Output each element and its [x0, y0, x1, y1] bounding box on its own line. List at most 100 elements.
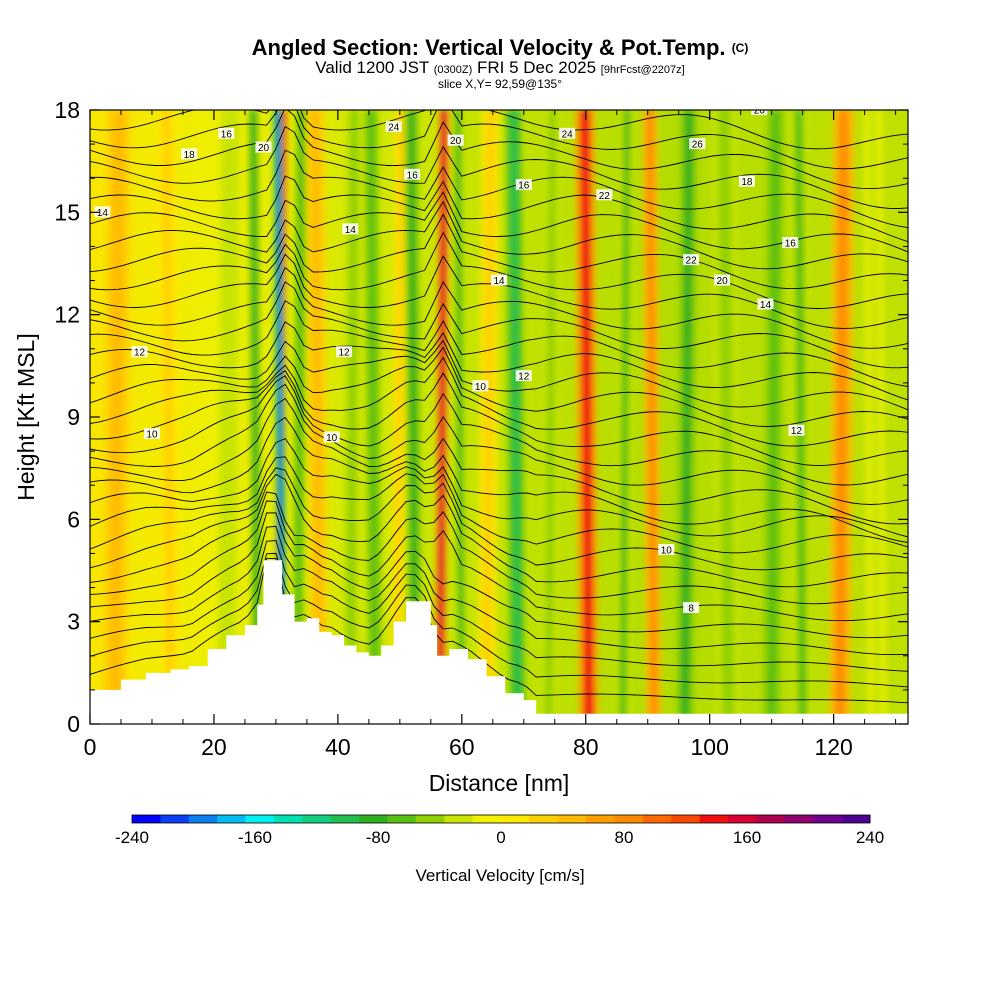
vv-band-25 [863, 110, 887, 724]
colorbar-swatch [387, 815, 417, 823]
contour-label-12: 14 [757, 298, 774, 311]
x-tick-label: 60 [449, 734, 475, 760]
isentrope-12 [90, 397, 908, 525]
isentrope-31 [90, 110, 908, 190]
title-suffix: (C) [731, 41, 749, 55]
isentrope-18 [90, 339, 908, 411]
svg-text:14: 14 [493, 276, 505, 287]
colorbar-tick-label: 240 [856, 828, 884, 847]
colorbar-swatch [841, 815, 871, 823]
vv-band-17 [574, 110, 599, 724]
svg-text:8: 8 [688, 604, 694, 615]
colorbar-tick-label: -160 [238, 828, 272, 847]
svg-text:12: 12 [339, 348, 351, 359]
colorbar-swatch [699, 815, 729, 823]
vv-band-19 [642, 110, 662, 724]
isentrope-17 [90, 346, 908, 427]
contour-label-2: 10 [143, 428, 160, 441]
valid-prefix: Valid 1200 JST [315, 58, 429, 77]
isentrope-2 [90, 540, 908, 672]
colorbar-swatch [671, 815, 701, 823]
contour-label-8: 12 [515, 370, 532, 383]
colorbar-frame [131, 814, 871, 824]
contour-label-27: 26 [751, 106, 768, 117]
isentrope-25 [90, 213, 908, 290]
x-axis-label: Distance [nm] [429, 770, 570, 796]
isentrope-32 [90, 110, 908, 170]
title-text: Angled Section: Vertical Velocity & Pot.… [251, 35, 726, 60]
colorbar-swatch [728, 815, 757, 823]
svg-text:20: 20 [717, 276, 729, 287]
contour-label-7: 12 [336, 346, 353, 359]
y-tick-label: 6 [67, 506, 80, 532]
contour-label-0: 8 [683, 602, 700, 615]
isentrope-29 [90, 149, 908, 229]
colorbar-swatch [188, 815, 218, 823]
isentrope-5 [90, 500, 908, 622]
colorbar-tick-label: 160 [733, 828, 761, 847]
isentrope-21 [90, 281, 908, 369]
svg-text:16: 16 [518, 181, 530, 192]
vv-band-11 [403, 110, 424, 724]
x-tick-label: 20 [201, 734, 227, 760]
contour-label-15: 16 [404, 168, 421, 181]
vv-band-1 [157, 110, 180, 724]
svg-text:24: 24 [562, 129, 574, 140]
svg-text:10: 10 [326, 433, 338, 444]
contour-label-11: 14 [491, 274, 507, 287]
contour-label-21: 20 [714, 274, 731, 287]
colorbar-swatch [415, 815, 445, 823]
colorbar-tick-label: 80 [615, 828, 634, 847]
contour-label-24: 24 [385, 121, 402, 134]
contour-label-4: 10 [472, 380, 489, 393]
colorbar-swatch [359, 815, 388, 823]
isentrope-16 [90, 356, 908, 447]
vv-band-24 [828, 110, 855, 724]
x-tick-label: 100 [691, 734, 729, 760]
vertical-velocity-field [102, 110, 887, 724]
isentrope-26 [90, 200, 908, 270]
colorbar-swatch [302, 815, 332, 823]
isentrope-7 [90, 473, 908, 588]
svg-text:14: 14 [345, 225, 357, 236]
plot-area: 8 10 10 10 10 12 12 12 12 14 14 14 14 16 16 16 16 18 18 20 2… [90, 106, 908, 724]
vv-band-16 [540, 110, 561, 724]
contour-label-6: 12 [131, 346, 148, 359]
svg-text:26: 26 [692, 140, 704, 151]
isentrope-10 [90, 437, 908, 538]
svg-text:12: 12 [791, 426, 803, 437]
y-axis-label: Height [Kft MSL] [13, 333, 39, 500]
colorbar: -240 -160 -80 0 80 160 240 [115, 814, 884, 847]
isentrope-33 [90, 110, 908, 150]
contour-label-20: 20 [255, 141, 272, 154]
contour-label-5: 12 [788, 424, 805, 437]
colorbar-tick-label: -240 [115, 828, 149, 847]
svg-text:26: 26 [754, 106, 766, 117]
x-tick-label: 120 [814, 734, 852, 760]
x-tick-label: 0 [84, 734, 97, 760]
valid-time: Valid 1200 JST (0300Z) FRI 5 Dec 2025 [9… [0, 58, 1000, 78]
contour-label-18: 18 [738, 175, 755, 188]
contour-label-23: 22 [683, 254, 700, 267]
isentrope-15 [90, 370, 908, 466]
colorbar-swatch [273, 815, 303, 823]
colorbar-tick-label: -80 [366, 828, 391, 847]
chart-title: Angled Section: Vertical Velocity & Pot.… [0, 36, 1000, 60]
contour-label-25: 24 [559, 127, 576, 140]
colorbar-tick-label: 0 [496, 828, 505, 847]
svg-text:12: 12 [518, 372, 530, 383]
colorbar-label: Vertical Velocity [cm/s] [415, 866, 584, 885]
contour-label-22: 22 [596, 189, 613, 202]
contour-label-19: 20 [447, 134, 464, 147]
colorbar-swatch [642, 815, 672, 823]
svg-text:12: 12 [134, 348, 146, 359]
colorbar-swatch [160, 815, 190, 823]
isentrope-9 [90, 456, 908, 554]
vv-band-13 [450, 110, 470, 724]
contour-label-10: 14 [342, 223, 359, 236]
contour-label-9: 14 [94, 206, 111, 219]
svg-text:20: 20 [258, 143, 270, 154]
colorbar-swatch [501, 815, 530, 823]
isentrope-4 [90, 512, 908, 639]
